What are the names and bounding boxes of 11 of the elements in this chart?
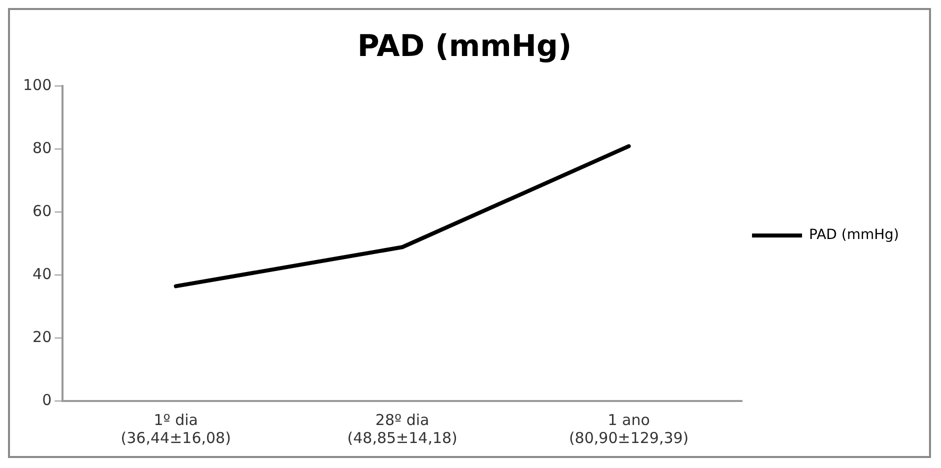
y-tick-label: 40: [32, 264, 52, 283]
y-tick-label: 0: [42, 390, 52, 409]
y-tick-label: 60: [32, 202, 52, 220]
x-tick-label: 28º dia (48,85±14,18): [347, 410, 458, 447]
y-tick-label: 100: [22, 76, 52, 94]
x-tick-label: 1 ano (80,90±129,39): [568, 410, 689, 447]
y-tick-label: 80: [32, 138, 52, 157]
chart-title: PAD (mmHg): [357, 28, 572, 64]
x-tick-label: 1º dia (36,44±16,08): [120, 410, 231, 447]
y-tick-label: 20: [32, 328, 52, 346]
legend-label: PAD (mmHg): [809, 227, 899, 244]
